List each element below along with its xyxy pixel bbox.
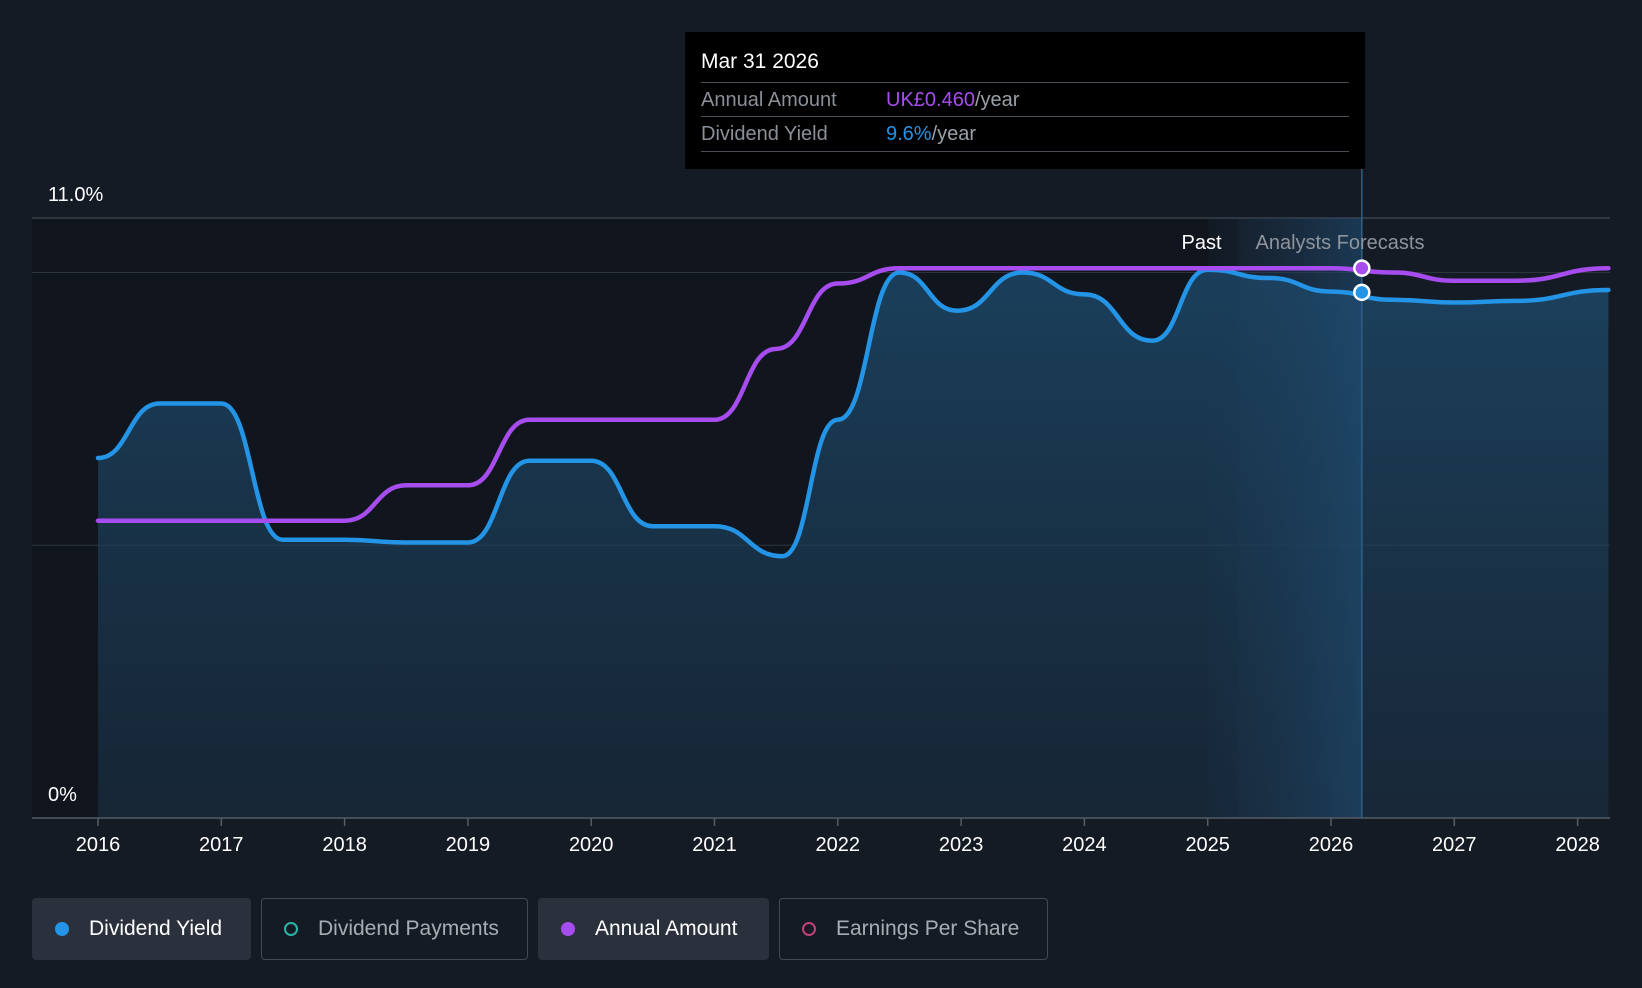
x-tick-label: 2024	[1062, 834, 1107, 856]
x-tick-label: 2018	[322, 834, 367, 856]
past-label: Past	[1181, 232, 1221, 254]
legend-dividend-payments[interactable]: Dividend Payments	[261, 898, 528, 960]
tooltip-value: 9.6%	[886, 123, 932, 145]
tooltip-unit: /year	[931, 123, 977, 145]
dividend-yield-marker	[1353, 283, 1371, 302]
tooltip: Mar 31 2026 Annual Amount UK£0.460/year …	[685, 32, 1365, 169]
legend-label: Earnings Per Share	[836, 917, 1020, 940]
annual-amount-marker	[1353, 259, 1371, 277]
legend-dividend-yield[interactable]: Dividend Yield	[32, 898, 251, 960]
y-axis-label-max: 11.0%	[48, 184, 103, 206]
x-tick-label: 2022	[816, 834, 861, 856]
tooltip-date: Mar 31 2026	[701, 50, 819, 73]
annual-amount-dot-icon	[561, 922, 575, 936]
earnings-per-share-ring-icon	[802, 922, 816, 936]
legend-annual-amount[interactable]: Annual Amount	[538, 898, 769, 960]
x-tick-label: 2027	[1432, 834, 1477, 856]
dividend-payments-ring-icon	[284, 922, 298, 936]
forecast-label: Analysts Forecasts	[1256, 232, 1425, 254]
x-tick-label: 2016	[76, 834, 121, 856]
tooltip-label: Annual Amount	[701, 89, 837, 111]
x-tick-label: 2017	[199, 834, 244, 856]
x-tick-label: 2025	[1185, 834, 1230, 856]
series-line-dividend-yield	[95, 267, 1611, 559]
x-tick-label: 2026	[1309, 834, 1354, 856]
legend-label: Dividend Yield	[89, 917, 223, 940]
legend-label: Annual Amount	[595, 917, 738, 940]
tooltip-row-annual-amount: Annual Amount UK£0.460/year	[701, 82, 1349, 117]
tooltip-unit: /year	[974, 89, 1020, 111]
tooltip-value: UK£0.460	[886, 89, 975, 111]
x-tick-label: 2020	[569, 834, 614, 856]
x-tick-label: 2019	[446, 834, 491, 856]
tooltip-label: Dividend Yield	[701, 123, 828, 145]
legend-label: Dividend Payments	[318, 917, 499, 940]
x-tick-label: 2021	[692, 834, 737, 856]
series-line-annual-amount	[95, 265, 1611, 523]
tooltip-row-dividend-yield: Dividend Yield 9.6%/year	[701, 116, 1349, 152]
forecast-band	[1208, 218, 1362, 818]
x-tick-label: 2023	[939, 834, 984, 856]
y-axis-label-min: 0%	[48, 784, 77, 806]
legend-earnings-per-share[interactable]: Earnings Per Share	[779, 898, 1048, 960]
dividend-yield-dot-icon	[55, 922, 69, 936]
x-tick-label: 2028	[1555, 834, 1600, 856]
